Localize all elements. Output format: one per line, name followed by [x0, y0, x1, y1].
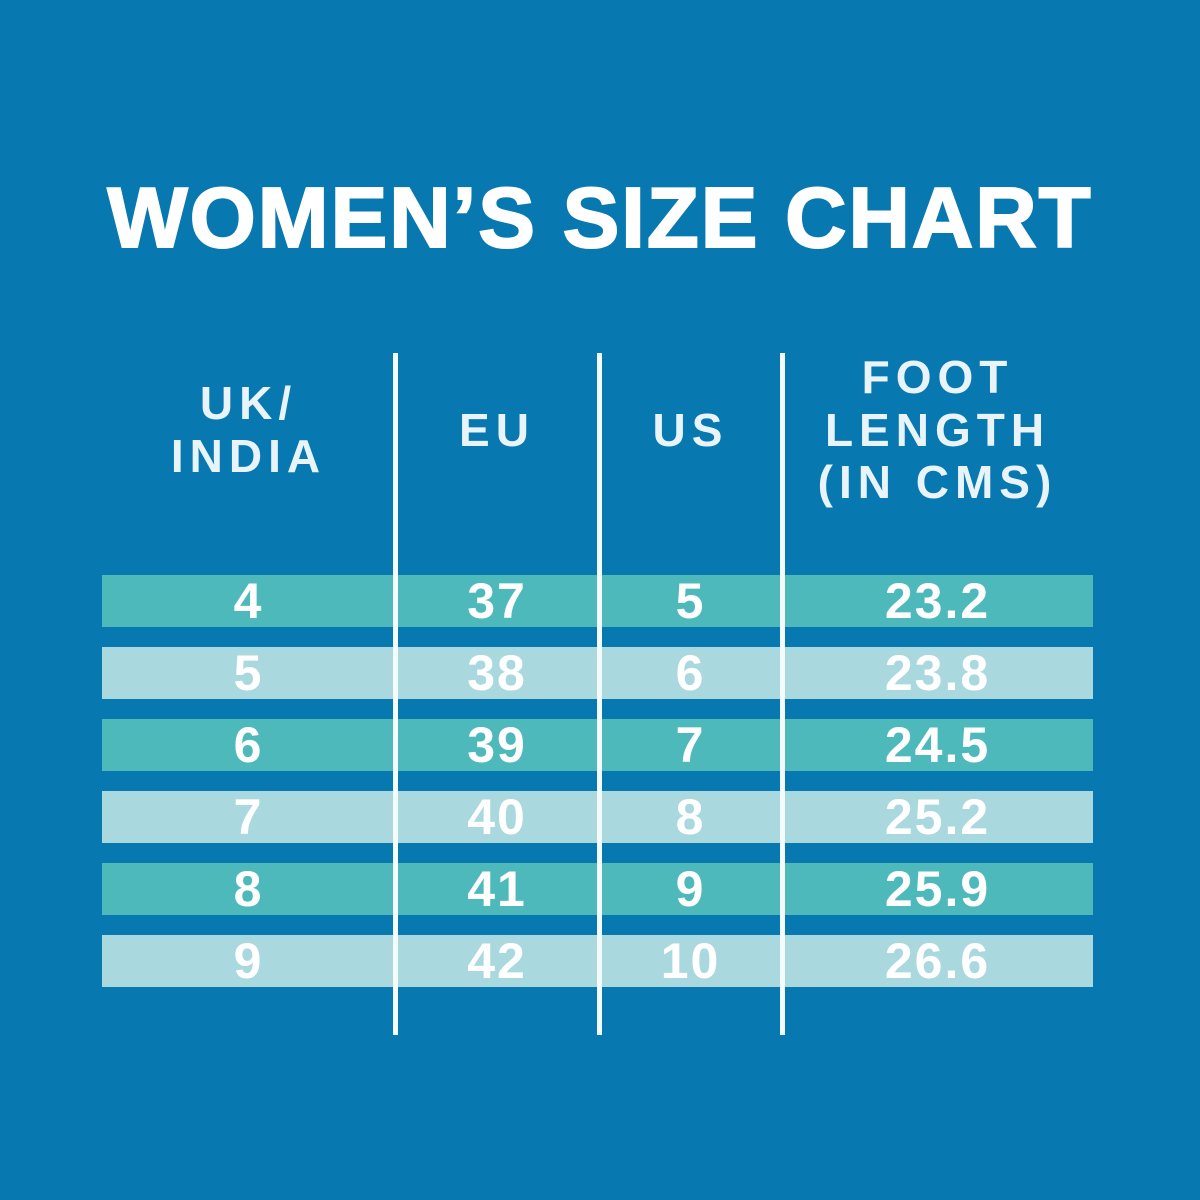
cell-eu: 38 [467, 645, 527, 701]
cell-uk-india: 7 [233, 789, 264, 845]
cell-uk-india: 6 [233, 717, 264, 773]
cell-foot-length: 23.2 [884, 573, 991, 629]
column-header-us: US [652, 403, 729, 456]
cell-eu: 40 [467, 789, 527, 845]
page-title: WOMEN’S SIZE CHART [106, 171, 1093, 266]
cell-us: 10 [660, 933, 721, 989]
cell-eu: 41 [467, 861, 527, 917]
cell-us: 8 [675, 789, 706, 845]
cell-us: 7 [675, 717, 706, 773]
cell-foot-length: 26.6 [884, 933, 991, 989]
cell-uk-india: 4 [233, 573, 264, 629]
cell-us: 9 [675, 861, 706, 917]
cell-eu: 42 [467, 933, 527, 989]
cell-eu: 37 [467, 573, 527, 629]
column-header-foot-length: FOOT LENGTH (IN CMS) [817, 350, 1058, 509]
cell-foot-length: 24.5 [884, 717, 991, 773]
column-divider [393, 353, 398, 1035]
cell-uk-india: 5 [233, 645, 264, 701]
column-divider [597, 353, 602, 1035]
cell-foot-length: 23.8 [884, 645, 991, 701]
cell-uk-india: 8 [233, 861, 264, 917]
cell-foot-length: 25.9 [884, 861, 991, 917]
cell-foot-length: 25.2 [884, 789, 991, 845]
cell-eu: 39 [467, 717, 527, 773]
column-divider [780, 353, 785, 1035]
cell-us: 5 [675, 573, 706, 629]
column-header-eu: EU [459, 403, 535, 456]
table-header-row: UK/ INDIA EU US FOOT LENGTH (IN CMS) [102, 350, 1093, 510]
column-header-uk-india: UK/ INDIA [170, 377, 327, 482]
cell-us: 6 [675, 645, 706, 701]
cell-uk-india: 9 [233, 933, 264, 989]
